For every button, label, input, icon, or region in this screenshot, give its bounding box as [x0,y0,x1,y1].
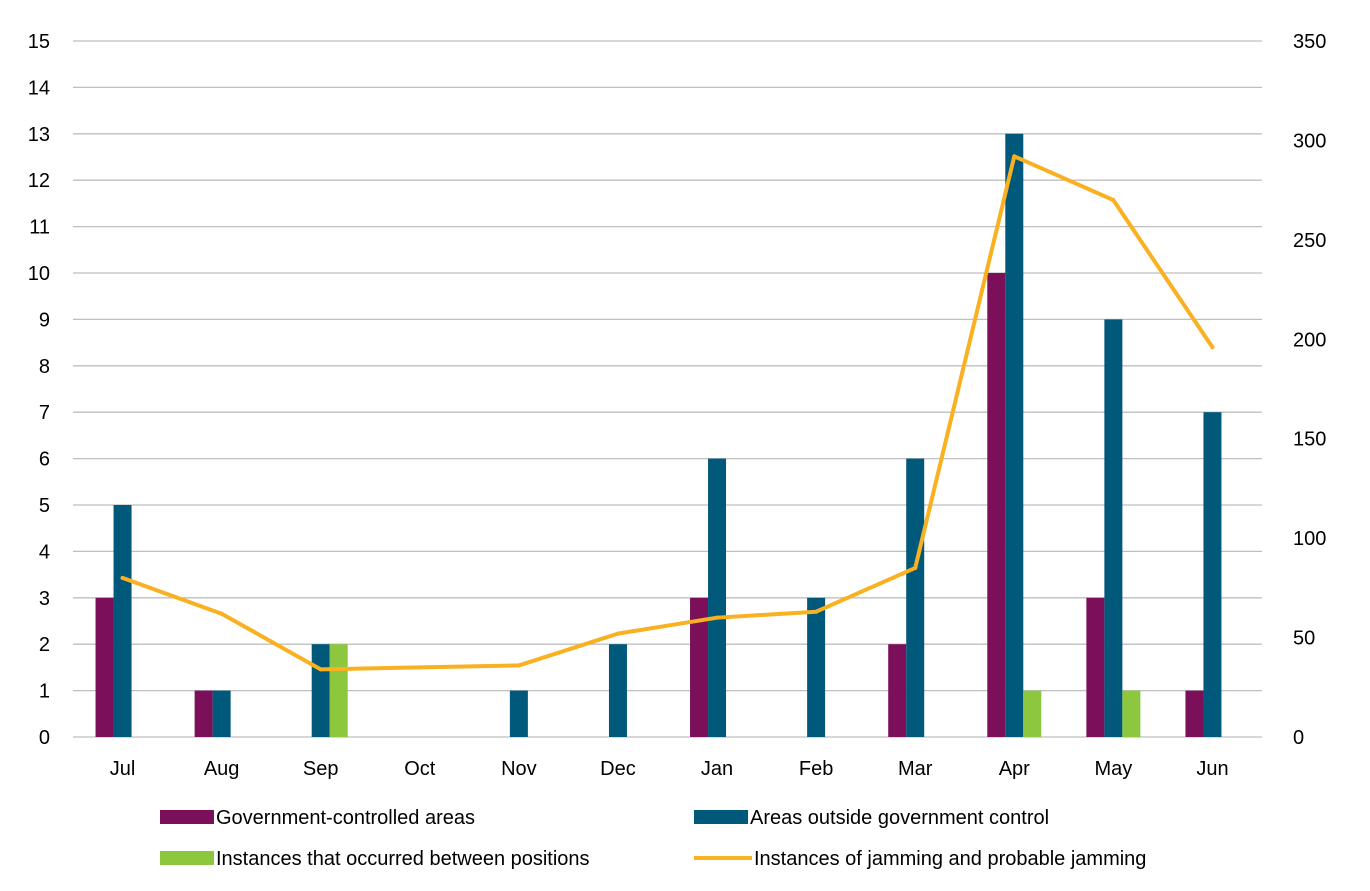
y-right-tick-label: 200 [1293,329,1326,351]
bar [608,644,627,737]
legend-swatch [160,851,214,865]
x-tick-label: Feb [799,758,833,780]
x-tick-label: Jan [701,758,733,780]
y-axis-right-ticks: 0 50 100 150 200 250 300 350 [1293,31,1326,749]
y-left-tick-label: 3 [39,588,50,610]
bar [1023,690,1042,737]
line-point [913,565,918,570]
y-right-tick-label: 250 [1293,230,1326,252]
line-point [715,615,720,620]
line-point [615,631,620,636]
x-tick-label: Aug [204,758,240,780]
bar [212,690,231,737]
legend: Government-controlled areas Areas outside… [160,807,1146,870]
line-point [516,663,521,668]
legend-label: Government-controlled areas [216,807,475,829]
y-left-tick-label: 8 [39,356,50,378]
bar [906,458,925,737]
legend-swatch [694,810,748,824]
y-left-tick-label: 5 [39,495,50,517]
bar [708,458,727,737]
bar [329,644,348,737]
x-tick-label: Jun [1196,758,1228,780]
y-left-tick-label: 4 [39,541,50,563]
y-left-tick-label: 9 [39,309,50,331]
y-left-tick-label: 6 [39,449,50,471]
y-left-tick-label: 15 [28,31,50,53]
y-right-tick-label: 0 [1293,727,1304,749]
x-axis-ticks: Jul Aug Sep Oct Nov Dec Jan Feb Mar Apr May Jun [110,758,1229,780]
bar [987,273,1006,737]
x-tick-label: Sep [303,758,339,780]
y-right-tick-label: 150 [1293,429,1326,451]
legend-label: Areas outside government control [750,807,1049,829]
line-point [219,611,224,616]
line-point [1012,154,1017,159]
line-point [417,665,422,670]
y-left-tick-label: 2 [39,634,50,656]
bar [690,597,709,737]
y-left-tick-label: 14 [28,77,50,99]
x-tick-label: Jul [110,758,136,780]
bar [1122,690,1141,737]
y-right-tick-label: 50 [1293,628,1315,650]
bar [1104,319,1123,737]
legend-swatch [160,810,214,824]
line-point [1210,345,1215,350]
bar [95,597,114,737]
y-left-tick-label: 13 [28,124,50,146]
y-left-tick-label: 11 [29,217,50,239]
bar [1203,412,1222,737]
y-left-tick-label: 1 [39,681,50,703]
y-right-tick-label: 350 [1293,31,1326,53]
line-point [318,667,323,672]
y-right-tick-label: 300 [1293,130,1326,152]
bar-series [95,133,1222,738]
line-point [120,575,125,580]
x-tick-label: Oct [404,758,436,780]
line-point [1111,198,1116,203]
bar [1086,597,1105,737]
bar [888,644,907,737]
bar [311,644,330,737]
y-left-tick-label: 10 [28,263,50,285]
bar [1185,690,1204,737]
x-tick-label: Dec [600,758,636,780]
bar [807,597,826,737]
line-series [120,154,1215,672]
x-tick-label: Apr [999,758,1030,780]
x-tick-label: Nov [501,758,537,780]
y-right-tick-label: 100 [1293,528,1326,550]
bar [1005,133,1024,738]
series-line [120,154,1215,672]
x-tick-label: May [1094,758,1132,780]
bar [113,505,132,737]
y-left-tick-label: 7 [39,402,50,424]
x-tick-label: Mar [898,758,933,780]
legend-label: Instances of jamming and probable jammin… [754,848,1146,870]
bar [509,690,528,737]
y-left-tick-label: 12 [28,170,50,192]
bar [194,690,213,737]
line-point [814,609,819,614]
y-left-tick-label: 0 [39,727,50,749]
legend-label: Instances that occurred between position… [216,848,590,870]
